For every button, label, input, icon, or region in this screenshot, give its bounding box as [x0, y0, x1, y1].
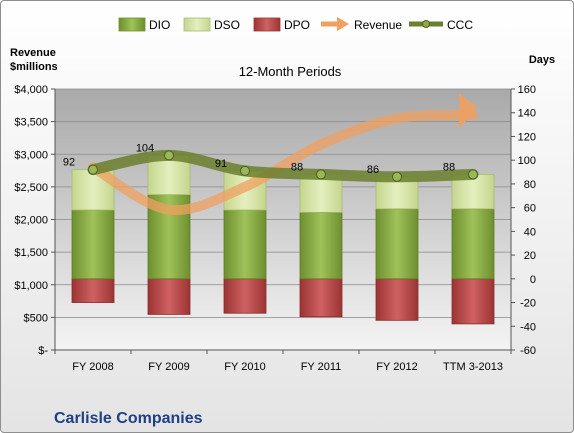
company-name: Carlisle Companies	[54, 410, 203, 427]
ccc-point	[316, 169, 326, 180]
ccc-data-label: 88	[291, 161, 303, 173]
ccc-point	[88, 164, 98, 175]
x-tick-label: FY 2009	[148, 361, 189, 373]
bar-dpo	[147, 278, 191, 315]
bar-dio	[223, 209, 267, 280]
y-right-label: Days	[529, 54, 555, 66]
y-left-tick-label: $2,500	[14, 182, 48, 194]
y-left-tick-label: $500	[24, 312, 48, 324]
y-left-tick-label: $2,000	[14, 215, 48, 227]
ccc-data-label: 91	[215, 158, 227, 170]
bar-dpo	[375, 278, 419, 321]
ccc-line	[87, 149, 479, 183]
bar-dio	[299, 211, 343, 280]
ccc-point	[468, 169, 478, 180]
y-left-tick-label: $1,000	[14, 280, 48, 292]
y-right-tick-label: 120	[518, 131, 536, 143]
ccc-point	[392, 171, 402, 182]
bar-dpo	[299, 278, 343, 318]
y-left-label-line2: $millions	[10, 61, 58, 73]
y-left-tick-label: $1,500	[14, 247, 48, 259]
legend-label-dpo: DPO	[284, 18, 310, 32]
x-tick-label: FY 2010	[224, 361, 265, 373]
bar-dio	[71, 209, 115, 280]
bar-dio	[375, 208, 419, 280]
ccc-layer: 92 104 91 88 86 88	[63, 142, 479, 183]
y-right-tick-label: 60	[524, 203, 536, 215]
legend-swatch-dpo	[253, 17, 281, 32]
y-left-label-line1: Revenue	[10, 47, 56, 59]
legend-arrow-revenue-icon	[337, 17, 349, 31]
ccc-data-label: 88	[443, 161, 455, 173]
bar-dso	[299, 174, 343, 213]
y-left-tick-label: $4,000	[14, 84, 48, 96]
bar-dpo	[71, 278, 115, 303]
y-right-tick-label: 140	[518, 108, 536, 120]
y-right-tick-label: -40	[520, 321, 536, 333]
revenue-arrowhead	[459, 93, 477, 130]
chart-title: 12-Month Periods	[239, 64, 342, 79]
legend-label-ccc: CCC	[447, 18, 473, 32]
legend: DIO DSO DPO Revenue CCC	[118, 17, 473, 32]
y-right-tick-label: 0	[530, 274, 536, 286]
bar-dio	[451, 208, 495, 280]
legend-swatch-dso	[183, 17, 211, 32]
x-tick-label: FY 2011	[301, 361, 342, 373]
y-right-tick-label: 20	[524, 250, 536, 262]
x-tick-label: FY 2008	[72, 361, 113, 373]
ccc-point	[164, 150, 174, 161]
y-left-tick-label: $3,500	[14, 117, 48, 129]
y-right-tick-label: -60	[520, 345, 536, 357]
x-tick-label: TTM 3-2013	[443, 361, 503, 373]
bar-dpo	[223, 278, 267, 314]
y-right-tick-label: 80	[524, 179, 536, 191]
ccc-point	[240, 165, 250, 176]
y-left-tick-label: $3,000	[14, 149, 48, 161]
legend-label-dio: DIO	[149, 18, 170, 32]
ccc-data-label: 86	[367, 164, 379, 176]
y-left-tick-label: $-	[38, 345, 48, 357]
y-right-tick-label: 40	[524, 226, 536, 238]
legend-label-revenue: Revenue	[354, 18, 402, 32]
legend-label-dso: DSO	[214, 18, 240, 32]
ccc-data-label: 104	[136, 142, 154, 154]
legend-marker-ccc-icon	[422, 20, 430, 28]
bar-dpo	[451, 278, 495, 325]
y-right-tick-label: 160	[518, 84, 536, 96]
y-right-tick-label: 100	[518, 155, 536, 167]
ccc-data-label: 92	[63, 157, 75, 169]
legend-swatch-dio	[118, 17, 146, 32]
y-right-tick-label: -20	[520, 298, 536, 310]
x-tick-label: FY 2012	[376, 361, 417, 373]
axes-layer: $- $500 $1,000 $1,500 $2,000 $2,500 $3,000 $3,5…	[14, 84, 536, 373]
